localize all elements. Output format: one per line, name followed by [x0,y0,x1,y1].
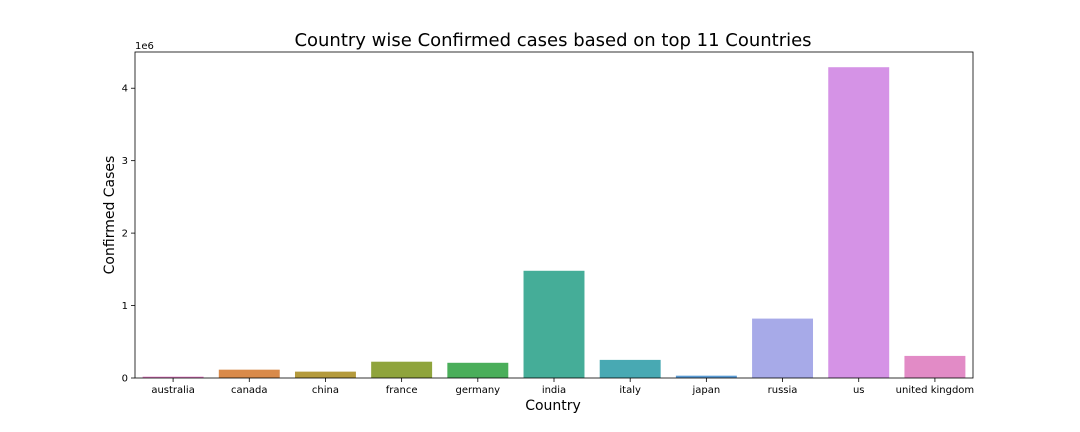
bar-france [371,361,433,378]
y-tick-label: 4 [122,84,128,95]
x-axis-ticks: australia canada china france germany india it… [151,378,974,396]
x-tick-label: india [542,385,566,396]
y-axis-label: Confirmed Cases [102,156,118,275]
bar-germany [447,362,509,378]
x-tick-label: china [312,385,339,396]
x-tick-label: united kingdom [896,385,975,396]
bar-canada [218,369,280,378]
bars-group [142,67,966,379]
y-tick-label: 1 [122,301,128,312]
bar-us [828,67,890,379]
bar-united-kingdom [904,355,966,378]
y-axis-offset-label: 1e6 [135,41,154,52]
x-tick-label: australia [151,385,195,396]
chart-title: Country wise Confirmed cases based on to… [294,30,811,51]
y-tick-label: 3 [122,156,128,167]
x-tick-label: france [386,385,418,396]
y-tick-label: 2 [122,229,128,240]
bar-italy [599,359,661,378]
x-tick-label: italy [619,385,641,396]
y-axis-ticks: 0 1 2 3 4 [122,84,135,385]
x-tick-label: us [853,385,865,396]
bar-india [523,270,585,378]
bar-china [294,371,356,378]
y-tick-label: 0 [122,374,128,385]
x-tick-label: canada [231,385,268,396]
x-tick-label: germany [456,385,501,396]
bar-russia [752,318,814,378]
x-tick-label: japan [691,385,720,396]
bar-australia [142,376,204,378]
x-axis-label: Country [525,398,581,414]
x-tick-label: russia [768,385,798,396]
plot-frame [134,51,974,379]
bar-japan [675,375,737,378]
